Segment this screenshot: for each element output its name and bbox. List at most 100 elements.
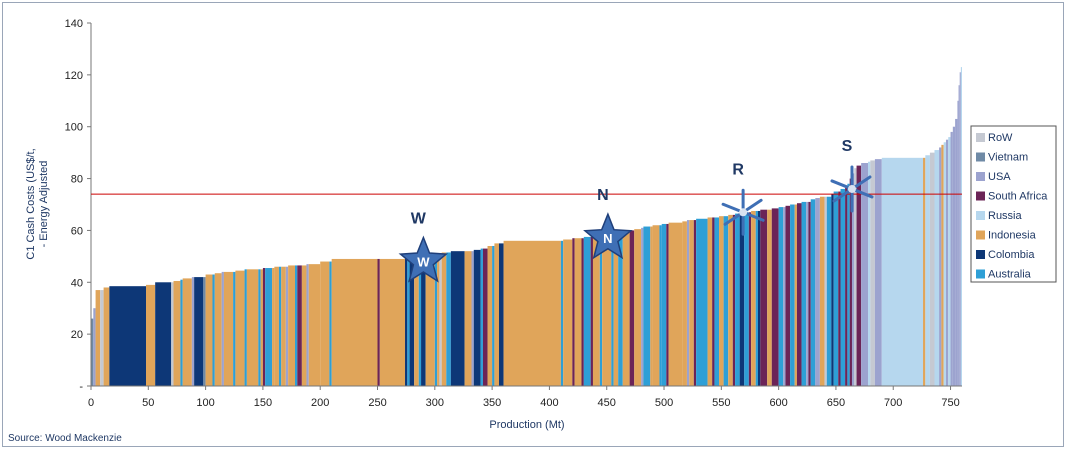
bar-usa xyxy=(950,131,953,386)
bar-indonesia xyxy=(437,253,440,386)
burst-center xyxy=(847,184,856,193)
bar-indonesia xyxy=(634,229,642,386)
bar-australia xyxy=(661,223,667,386)
x-tick-label: 500 xyxy=(655,397,673,409)
bar-usa xyxy=(641,227,644,386)
bar-south-africa xyxy=(845,187,848,386)
bar-indonesia xyxy=(487,245,493,386)
bar-indonesia xyxy=(563,239,573,386)
bar-australia xyxy=(180,279,183,386)
legend-label: Vietnam xyxy=(988,152,1028,164)
bar-indonesia xyxy=(682,221,687,386)
bar-usa xyxy=(851,173,855,386)
bar-colombia xyxy=(155,282,172,386)
bar-indonesia xyxy=(650,226,653,386)
bar-australia xyxy=(244,269,247,386)
legend-swatch xyxy=(976,191,985,201)
bar-australia xyxy=(611,233,614,386)
bar-usa xyxy=(686,220,690,386)
bar-colombia xyxy=(498,243,504,386)
bar-australia xyxy=(258,269,261,386)
bar-russia xyxy=(868,161,871,386)
bar-indonesia xyxy=(767,209,772,386)
bar-indonesia xyxy=(719,216,724,386)
bar-australia xyxy=(295,265,298,386)
bar-indonesia xyxy=(320,261,330,386)
bar-usa xyxy=(285,266,289,386)
bar-russia xyxy=(934,150,940,386)
legend-label: USA xyxy=(988,171,1011,183)
x-tick-label: 450 xyxy=(598,397,616,409)
bar-australia xyxy=(847,183,850,386)
y-tick-label: 80 xyxy=(71,174,83,186)
star-shape xyxy=(583,212,633,260)
x-tick-label: 150 xyxy=(254,397,272,409)
bar-south-africa xyxy=(572,238,575,386)
bar-vietnam xyxy=(203,277,206,386)
bar-australia xyxy=(810,199,816,386)
bar-indonesia xyxy=(819,196,825,386)
marker-label: R xyxy=(732,161,744,178)
bar-russia xyxy=(960,67,962,386)
bar-russia xyxy=(948,137,951,386)
star-letter: N xyxy=(603,231,612,246)
bar-australia xyxy=(643,226,651,386)
bar-south-africa xyxy=(482,248,488,386)
bar-south-africa xyxy=(808,201,811,386)
x-tick-label: 300 xyxy=(426,397,444,409)
y-tick-label: 40 xyxy=(71,277,83,289)
bar-south-africa xyxy=(581,238,584,386)
star-letter: W xyxy=(417,255,430,270)
x-tick-label: 0 xyxy=(88,397,94,409)
bar-indonesia xyxy=(331,258,378,386)
bar-australia xyxy=(778,207,784,386)
bar-usa xyxy=(471,251,474,386)
legend: RoW Vietnam USA South Africa Russia Indonesia… xyxy=(970,125,1057,283)
bar-australia xyxy=(826,196,832,386)
x-ticks-group: 0 50 100 150 200 250 300 350 400 450 500 550 600 650 7… xyxy=(88,386,960,409)
bar-usa xyxy=(783,207,786,386)
bar-australia xyxy=(278,266,282,386)
bar-australia xyxy=(480,248,483,386)
bar-australia xyxy=(446,252,451,386)
bar-australia xyxy=(618,231,623,386)
bar-south-africa xyxy=(856,165,862,386)
y-axis-title: C1 Cash Costs (US$/t, - Energy Adjusted xyxy=(25,148,50,259)
bar-row xyxy=(100,290,104,386)
bar-australia xyxy=(840,188,846,386)
bar-indonesia xyxy=(728,214,733,386)
star-shape xyxy=(398,235,449,283)
bar-indonesia xyxy=(308,264,321,386)
y-tick-label: 140 xyxy=(65,18,83,30)
bar-indonesia xyxy=(274,266,279,386)
bar-south-africa xyxy=(262,268,266,386)
legend-swatch xyxy=(976,230,985,240)
bar-usa xyxy=(959,72,961,386)
bar-indonesia xyxy=(503,240,561,386)
bar-south-africa xyxy=(297,265,302,386)
bar-colombia xyxy=(758,210,761,386)
bar-australia xyxy=(659,225,662,386)
bar-indonesia xyxy=(173,280,181,386)
x-tick-label: 700 xyxy=(884,397,902,409)
bar-australia xyxy=(492,245,495,386)
bar-row xyxy=(854,168,857,386)
bar-south-africa xyxy=(629,230,635,386)
bar-indonesia xyxy=(205,274,213,386)
legend-swatch xyxy=(976,250,985,259)
bar-usa xyxy=(955,118,958,386)
bar-indonesia xyxy=(301,265,307,386)
bar-australia xyxy=(212,274,215,386)
bar-row xyxy=(824,196,827,386)
bar-south-africa xyxy=(760,209,768,386)
y-tick-label: 120 xyxy=(65,70,83,82)
legend-swatch xyxy=(976,269,985,279)
bar-colombia xyxy=(473,249,481,387)
bar-indonesia xyxy=(941,144,944,386)
legend-swatch xyxy=(976,172,985,181)
y-tick-label: 100 xyxy=(65,122,83,134)
bar-row xyxy=(929,152,935,386)
